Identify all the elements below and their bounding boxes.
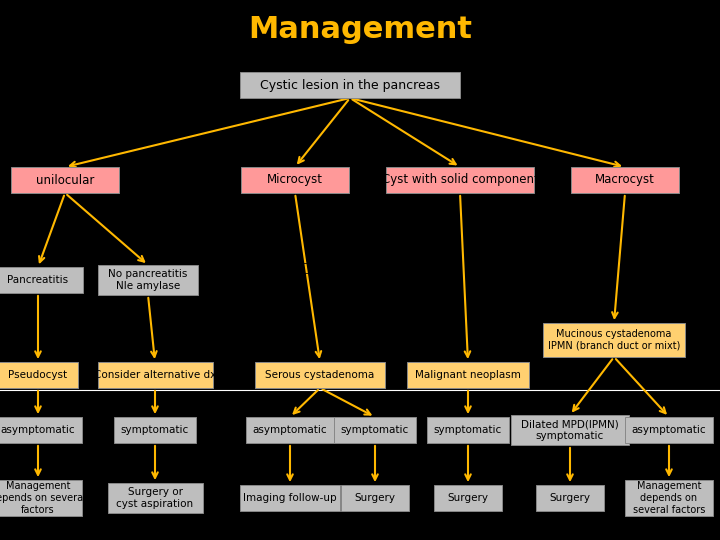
FancyBboxPatch shape bbox=[334, 417, 416, 443]
FancyBboxPatch shape bbox=[98, 265, 198, 295]
Text: asymptomatic: asymptomatic bbox=[1, 425, 76, 435]
FancyBboxPatch shape bbox=[625, 480, 713, 516]
Text: Dilated MPD(IPMN)
symptomatic: Dilated MPD(IPMN) symptomatic bbox=[521, 419, 619, 441]
FancyBboxPatch shape bbox=[114, 417, 196, 443]
FancyBboxPatch shape bbox=[511, 415, 629, 445]
FancyBboxPatch shape bbox=[625, 417, 713, 443]
Text: 🔊: 🔊 bbox=[301, 261, 309, 274]
Text: Management
depends on several
factors: Management depends on several factors bbox=[0, 481, 86, 515]
FancyBboxPatch shape bbox=[543, 323, 685, 357]
Text: Serous cystadenoma: Serous cystadenoma bbox=[266, 370, 374, 380]
FancyBboxPatch shape bbox=[407, 362, 529, 388]
Text: Pancreatitis: Pancreatitis bbox=[7, 275, 68, 285]
FancyBboxPatch shape bbox=[0, 417, 82, 443]
Text: symptomatic: symptomatic bbox=[341, 425, 409, 435]
FancyBboxPatch shape bbox=[240, 72, 460, 98]
Text: Management: Management bbox=[248, 16, 472, 44]
Text: Macrocyst: Macrocyst bbox=[595, 173, 655, 186]
Text: Surgery: Surgery bbox=[448, 493, 488, 503]
FancyBboxPatch shape bbox=[240, 485, 340, 511]
Text: asymptomatic: asymptomatic bbox=[253, 425, 328, 435]
FancyBboxPatch shape bbox=[107, 483, 202, 513]
Text: Imaging follow-up: Imaging follow-up bbox=[243, 493, 337, 503]
Text: symptomatic: symptomatic bbox=[121, 425, 189, 435]
Text: unilocular: unilocular bbox=[36, 173, 94, 186]
Text: Mucinous cystadenoma
IPMN (branch duct or mixt): Mucinous cystadenoma IPMN (branch duct o… bbox=[548, 329, 680, 351]
FancyBboxPatch shape bbox=[571, 167, 679, 193]
FancyBboxPatch shape bbox=[0, 267, 83, 293]
FancyBboxPatch shape bbox=[255, 362, 385, 388]
Text: Surgery: Surgery bbox=[354, 493, 395, 503]
Text: Surgery: Surgery bbox=[549, 493, 590, 503]
FancyBboxPatch shape bbox=[241, 167, 349, 193]
Text: asymptomatic: asymptomatic bbox=[631, 425, 706, 435]
FancyBboxPatch shape bbox=[97, 362, 212, 388]
FancyBboxPatch shape bbox=[11, 167, 119, 193]
FancyBboxPatch shape bbox=[427, 417, 509, 443]
FancyBboxPatch shape bbox=[0, 480, 82, 516]
FancyBboxPatch shape bbox=[246, 417, 334, 443]
Text: Cyst with solid component: Cyst with solid component bbox=[382, 173, 539, 186]
Text: Microcyst: Microcyst bbox=[267, 173, 323, 186]
Text: Surgery or
cyst aspiration: Surgery or cyst aspiration bbox=[117, 487, 194, 509]
Text: Cystic lesion in the pancreas: Cystic lesion in the pancreas bbox=[260, 78, 440, 91]
Text: Malignant neoplasm: Malignant neoplasm bbox=[415, 370, 521, 380]
Text: Management
depends on
several factors: Management depends on several factors bbox=[633, 481, 705, 515]
FancyBboxPatch shape bbox=[536, 485, 604, 511]
Text: Pseudocyst: Pseudocyst bbox=[9, 370, 68, 380]
Text: symptomatic: symptomatic bbox=[434, 425, 502, 435]
FancyBboxPatch shape bbox=[386, 167, 534, 193]
FancyBboxPatch shape bbox=[434, 485, 502, 511]
Text: Consider alternative dx: Consider alternative dx bbox=[94, 370, 216, 380]
FancyBboxPatch shape bbox=[0, 362, 78, 388]
FancyBboxPatch shape bbox=[341, 485, 409, 511]
Text: No pancreatitis
Nle amylase: No pancreatitis Nle amylase bbox=[108, 269, 188, 291]
